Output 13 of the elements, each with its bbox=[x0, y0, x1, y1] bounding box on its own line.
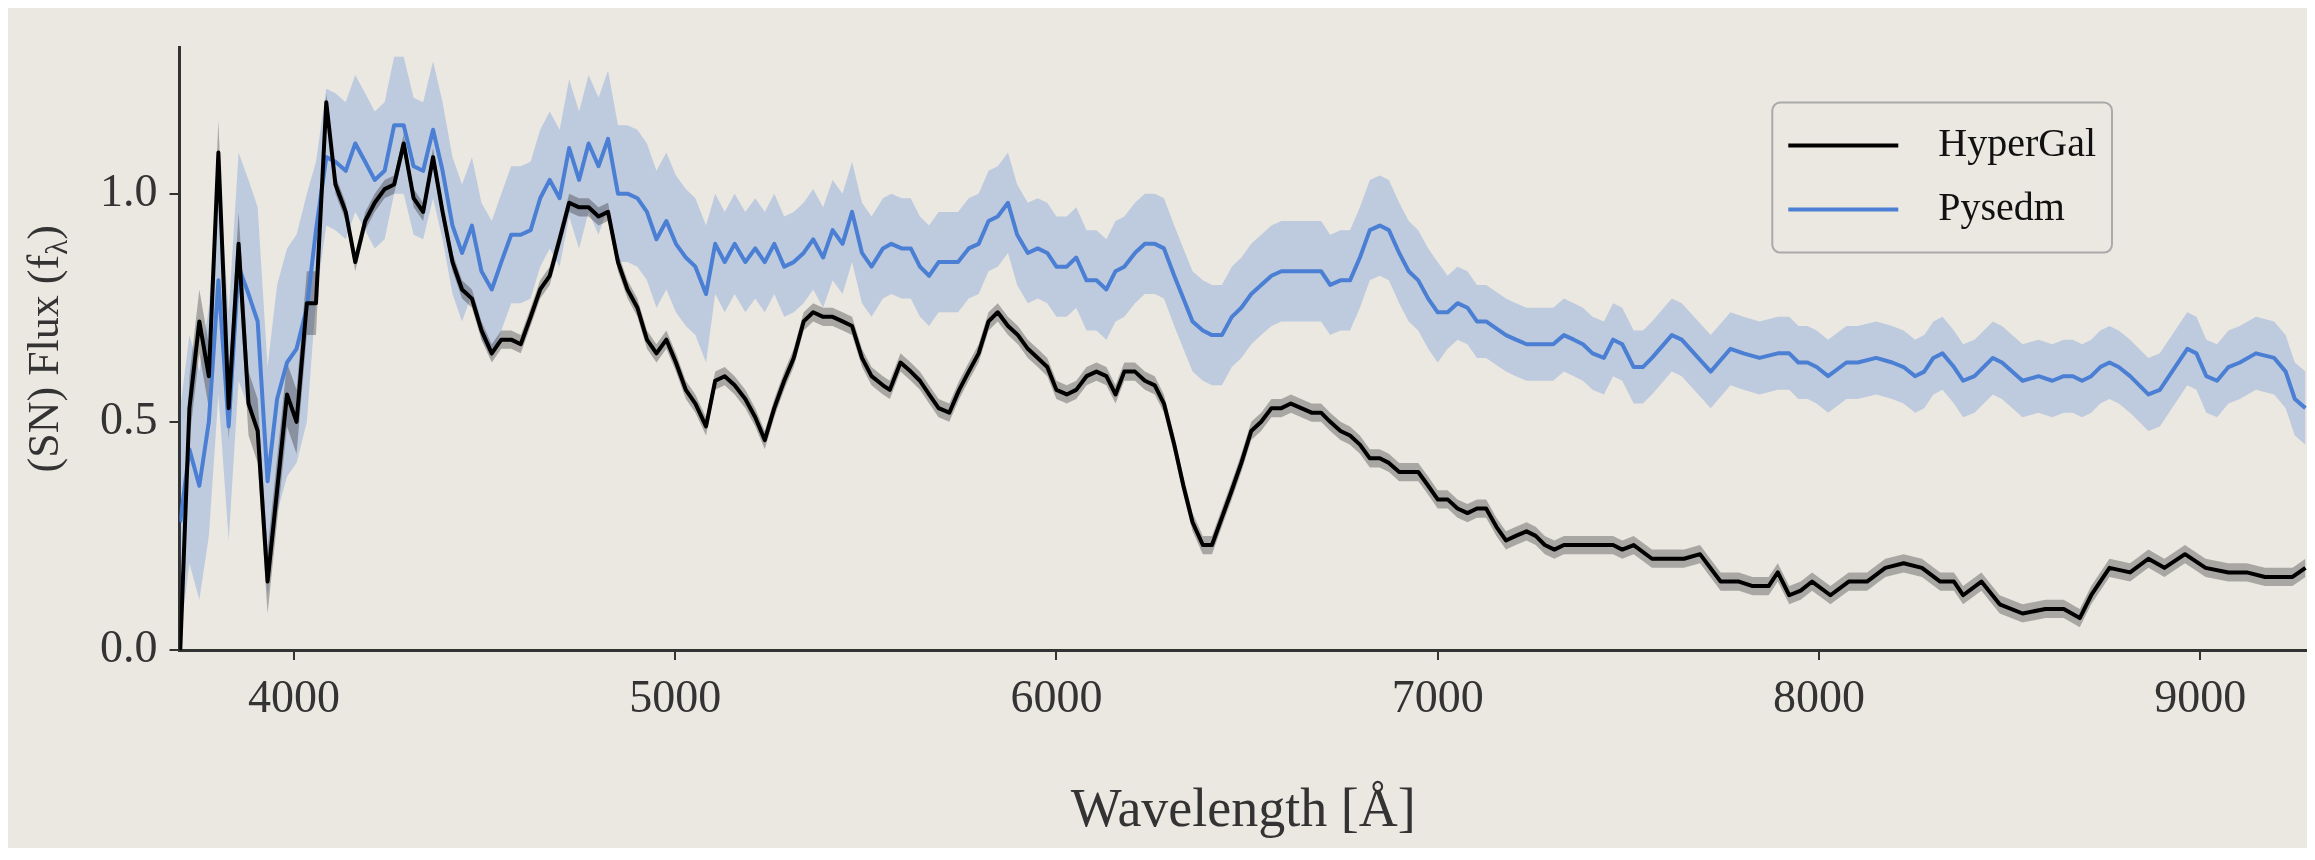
y-axis-title: (SN) Flux (fλ) bbox=[18, 225, 75, 473]
legend-label: Pysedm bbox=[1938, 184, 2065, 230]
x-tick-label: 9000 bbox=[2154, 670, 2247, 722]
x-tick-label: 8000 bbox=[1772, 670, 1865, 722]
y-tick-label: 0.5 bbox=[100, 392, 158, 444]
y-tick-label: 1.0 bbox=[100, 164, 158, 216]
legend-label: HyperGal bbox=[1938, 120, 2096, 166]
x-tick-label: 5000 bbox=[629, 670, 722, 722]
y-tick-label: 0.0 bbox=[100, 621, 158, 673]
x-tick-label: 4000 bbox=[247, 670, 340, 722]
x-axis-title: Wavelength [Å] bbox=[1070, 777, 1416, 838]
x-tick-label: 6000 bbox=[1010, 670, 1103, 722]
x-tick-label: 7000 bbox=[1391, 670, 1484, 722]
